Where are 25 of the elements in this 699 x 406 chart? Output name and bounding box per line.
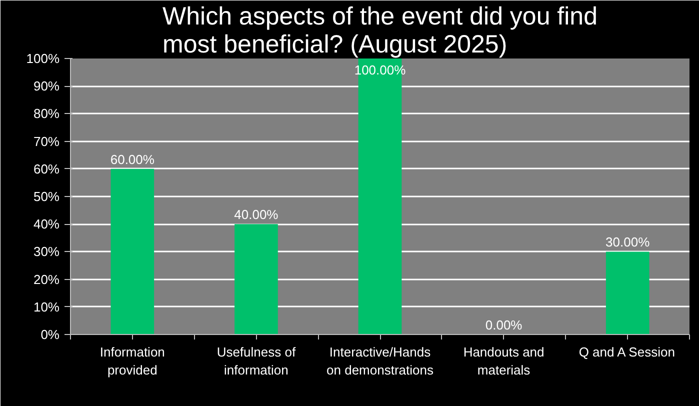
data-label: 40.00% [234, 207, 279, 222]
data-label: 100.00% [354, 62, 406, 78]
chart-title: Which aspects of the event did you find most beneficial? (August 2025) [162, 2, 598, 58]
y-tick-label: 80% [33, 106, 60, 122]
y-tick-label: 50% [33, 189, 60, 204]
x-tick-label: Information provided [100, 344, 165, 378]
bar [606, 252, 650, 334]
bar [234, 224, 278, 334]
x-tick-label: Handouts and materials [463, 344, 544, 378]
data-label: 0.00% [485, 318, 523, 332]
y-tick-label: 90% [33, 78, 60, 94]
y-tick-label: 60% [33, 161, 60, 176]
x-tick-label: Usefulness of information [216, 344, 296, 378]
y-tick-label: 20% [33, 272, 60, 287]
y-tick-label: 0% [40, 327, 60, 342]
bar [110, 168, 154, 334]
y-tick-label: 70% [33, 134, 60, 149]
data-label: 60.00% [110, 152, 155, 167]
data-label: 30.00% [606, 234, 650, 250]
y-tick-label: 100% [26, 51, 60, 66]
x-tick-label: Q and A Session [578, 344, 675, 360]
x-tick-label: Interactive/Hands on demonstrations [326, 344, 434, 378]
y-tick-label: 30% [33, 244, 60, 260]
y-tick-label: 40% [33, 216, 60, 232]
y-tick-label: 10% [33, 299, 60, 314]
